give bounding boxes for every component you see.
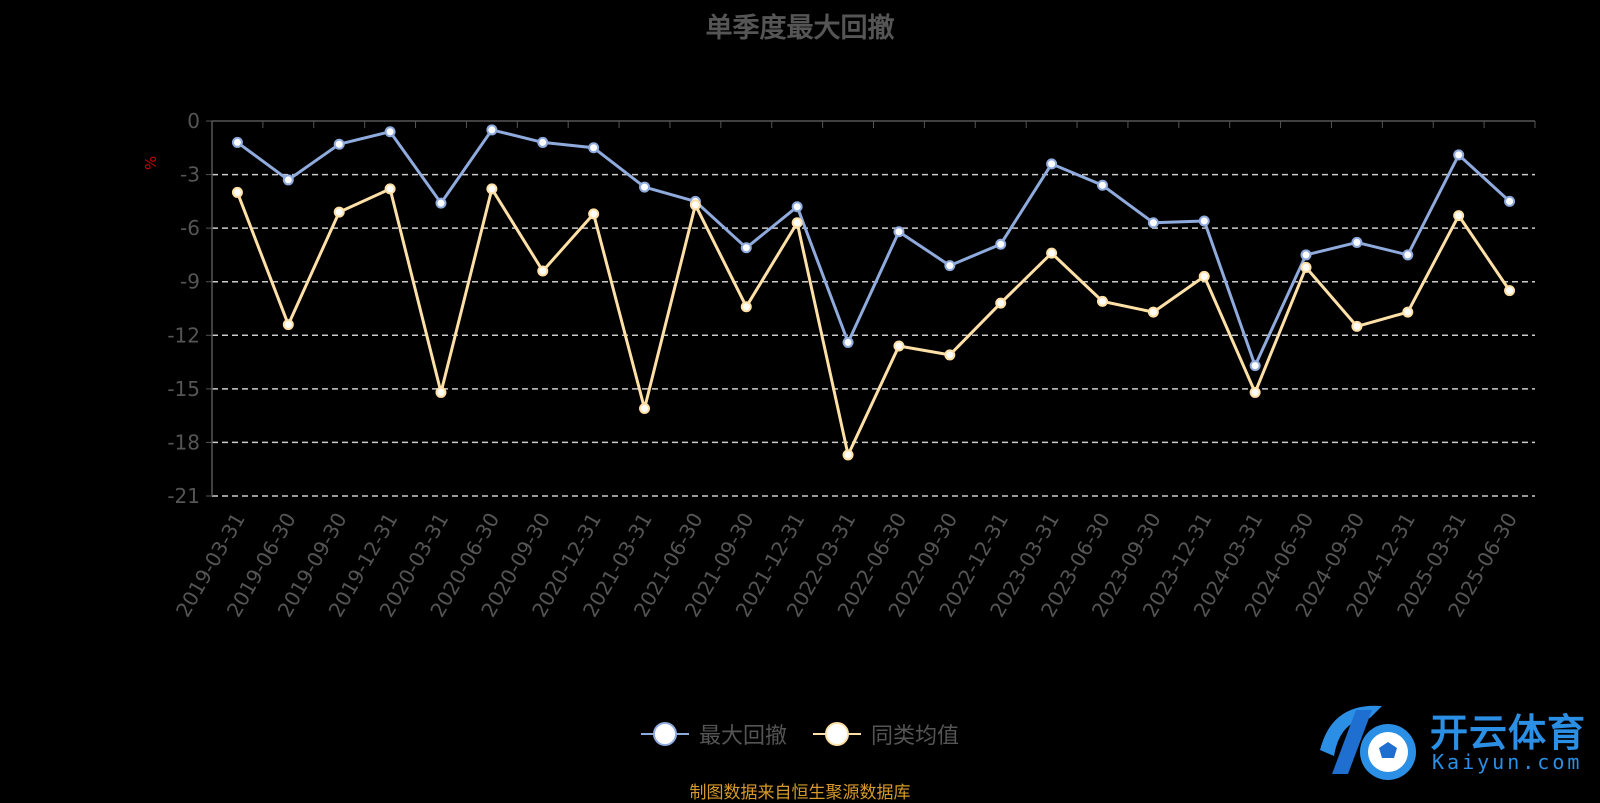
data-point-series-1	[1249, 360, 1261, 372]
data-point-series-1	[893, 226, 905, 238]
data-point-series-1	[1096, 179, 1108, 191]
y-tick-label: -12	[167, 323, 200, 347]
data-point-series-1	[740, 242, 752, 254]
y-axis-unit-label: %	[142, 156, 160, 170]
data-point-series-2	[944, 349, 956, 361]
data-point-series-1	[588, 142, 600, 154]
data-source-note: 制图数据来自恒生聚源数据库	[689, 783, 911, 803]
legend-item-series-1[interactable]: 最大回撤	[640, 718, 787, 750]
chart-legend: 最大回撤 同类均值	[0, 718, 1600, 750]
legend-label-series-2: 同类均值	[871, 724, 960, 749]
data-point-series-2	[1096, 295, 1108, 307]
data-point-series-1	[1402, 249, 1414, 261]
data-point-series-1	[333, 138, 345, 150]
data-point-series-2	[282, 319, 294, 331]
data-point-series-1	[791, 201, 803, 213]
data-point-series-1	[1351, 236, 1363, 248]
data-point-series-1	[384, 126, 396, 138]
data-point-series-2	[995, 297, 1007, 309]
data-point-series-1	[995, 238, 1007, 250]
y-tick-label: -18	[167, 430, 200, 454]
y-tick-label: -21	[167, 484, 200, 508]
y-tick-label: 0	[187, 109, 200, 133]
series-line-2	[236, 187, 1511, 457]
legend-swatch-series-2	[813, 721, 861, 747]
data-point-series-2	[384, 183, 396, 195]
data-point-series-2	[689, 199, 701, 211]
data-point-series-1	[1198, 215, 1210, 227]
data-point-series-1	[1300, 249, 1312, 261]
data-point-series-1	[435, 197, 447, 209]
data-point-series-2	[486, 183, 498, 195]
data-point-series-2	[435, 386, 447, 398]
data-point-series-2	[1249, 386, 1261, 398]
data-point-series-1	[1453, 149, 1465, 161]
data-point-series-1	[842, 336, 854, 348]
y-tick-label: -15	[167, 377, 200, 401]
data-point-series-1	[944, 260, 956, 272]
data-point-series-2	[842, 449, 854, 461]
data-point-series-2	[1198, 270, 1210, 282]
data-point-series-2	[1402, 306, 1414, 318]
data-point-series-1	[486, 124, 498, 136]
data-point-series-2	[588, 208, 600, 220]
data-point-series-2	[1147, 306, 1159, 318]
data-point-series-2	[537, 265, 549, 277]
data-point-series-1	[1147, 217, 1159, 229]
data-point-series-2	[1351, 320, 1363, 332]
data-point-series-2	[1453, 210, 1465, 222]
logo-name: 开云体育	[1430, 711, 1587, 755]
data-point-series-2	[1504, 285, 1516, 297]
y-tick-label: -3	[180, 163, 200, 187]
data-point-series-1	[1504, 195, 1516, 207]
y-tick-label: -9	[180, 270, 200, 294]
data-point-series-2	[333, 206, 345, 218]
logo-domain: Kaiyun.com	[1432, 750, 1583, 774]
data-point-series-2	[231, 186, 243, 198]
data-point-series-1	[537, 136, 549, 148]
data-point-series-2	[740, 301, 752, 313]
data-point-series-2	[893, 340, 905, 352]
data-point-series-1	[282, 174, 294, 186]
legend-item-series-2[interactable]: 同类均值	[813, 718, 959, 750]
data-point-series-2	[791, 217, 803, 229]
data-point-series-1	[1046, 158, 1058, 170]
chart-title: 单季度最大回撤	[705, 13, 895, 44]
series-line-1	[236, 128, 1511, 368]
data-point-series-1	[231, 136, 243, 148]
legend-label-series-1: 最大回撤	[698, 724, 787, 749]
legend-swatch-series-1	[640, 721, 689, 747]
y-tick-label: -6	[180, 216, 200, 240]
data-point-series-2	[1046, 247, 1058, 259]
data-point-series-2	[1300, 261, 1312, 273]
soccer-ball-logo-icon	[1320, 705, 1416, 780]
brand-logo: 开云体育 Kaiyun.com	[1312, 700, 1592, 790]
data-point-series-1	[639, 181, 651, 193]
data-point-series-2	[639, 403, 651, 414]
